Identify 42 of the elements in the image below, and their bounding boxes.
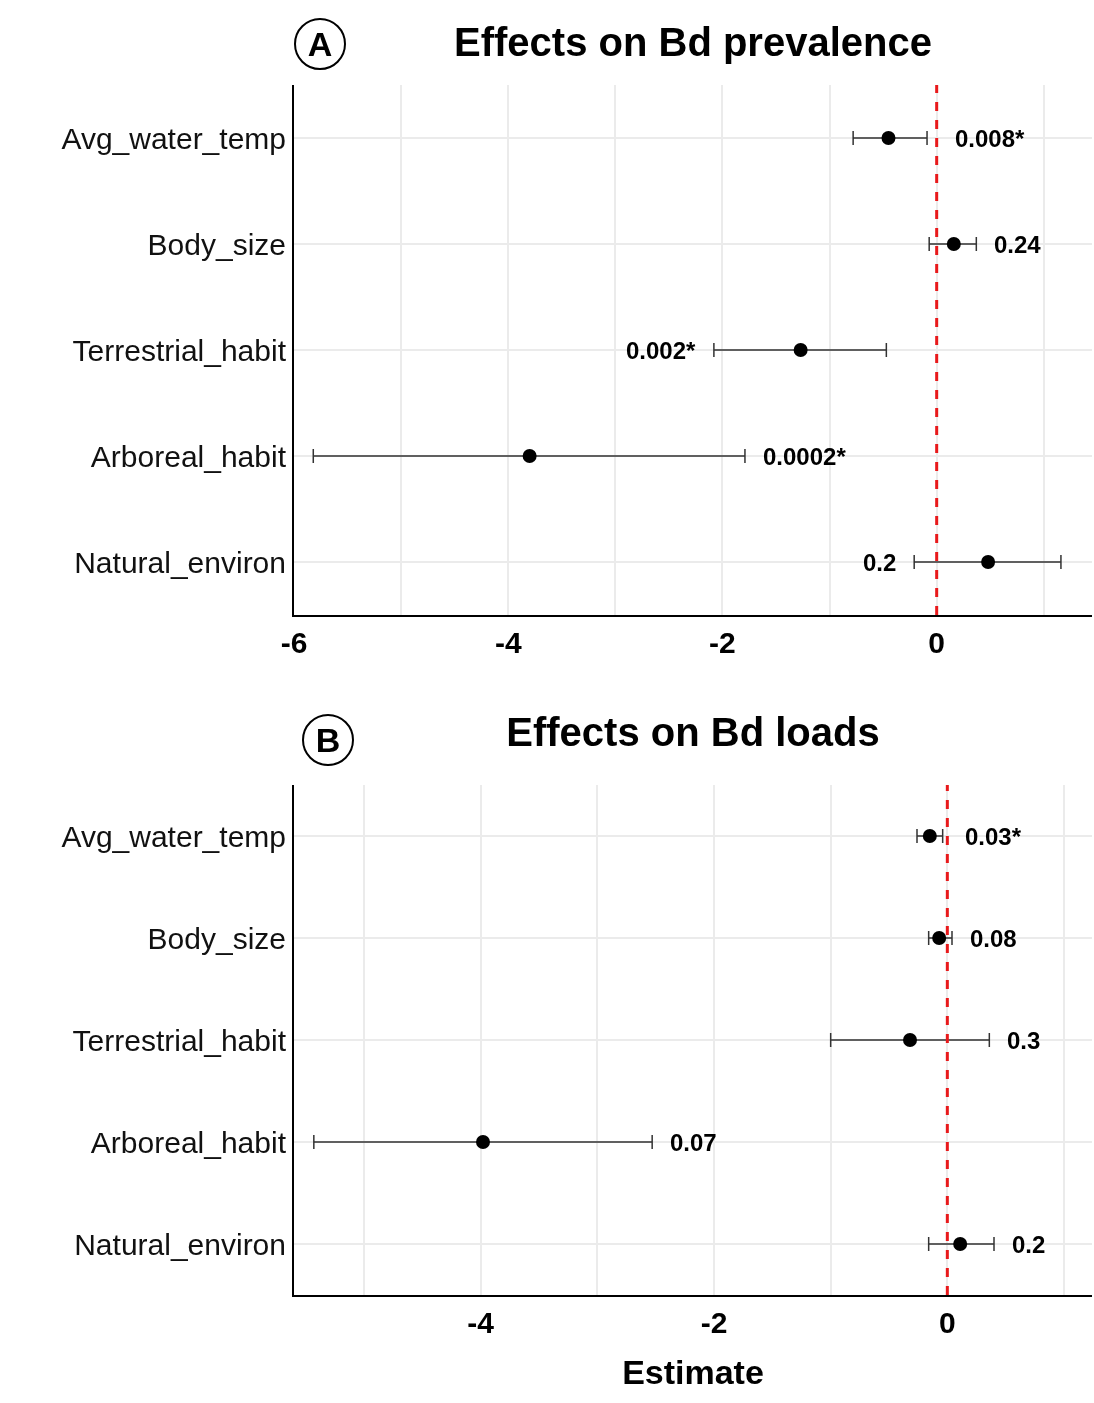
annotation: 0.008*: [955, 125, 1026, 152]
y-tick-label: Avg_water_temp: [61, 819, 286, 853]
text: A: [294, 18, 346, 70]
point: [903, 1033, 917, 1047]
x-tick-label: 0: [938, 1306, 956, 1339]
point: [793, 343, 808, 357]
point: [522, 449, 537, 463]
y-tick-label: Arboreal_habit: [90, 1125, 287, 1159]
y-tick-label: Terrestrial_habit: [72, 333, 287, 367]
point: [881, 131, 896, 145]
y-tick-label: Arboreal_habit: [90, 439, 287, 473]
x-tick-label: 0: [928, 626, 946, 659]
chart-title: Effects on Bd prevalence: [454, 20, 932, 64]
annotation: 0.3: [1007, 1027, 1041, 1054]
annotation: 0.24: [994, 231, 1042, 258]
point: [946, 237, 961, 251]
point: [932, 931, 947, 945]
annotation: 0.2: [1012, 1231, 1046, 1258]
x-tick-label: -2: [709, 626, 736, 659]
annotation: 0.08: [970, 925, 1017, 952]
x-tick-label: -4: [467, 1306, 495, 1339]
point: [476, 1135, 490, 1149]
chart-title: Effects on Bd loads: [506, 710, 880, 754]
annotation: 0.002*: [626, 337, 697, 364]
x-axis-title: Estimate: [622, 1352, 764, 1391]
y-tick-label: Terrestrial_habit: [72, 1023, 287, 1057]
point: [953, 1237, 968, 1251]
x-tick-label: -4: [494, 626, 522, 659]
annotation: 0.0002*: [763, 443, 847, 470]
x-tick-label: -2: [700, 1306, 728, 1339]
point: [922, 829, 937, 843]
y-tick-label: Natural_environ: [74, 545, 286, 579]
point: [981, 555, 996, 569]
y-tick-label: Avg_water_temp: [61, 121, 286, 155]
x-tick-label: -6: [280, 626, 308, 659]
annotation: 0.03*: [965, 823, 1022, 850]
annotation: 0.2: [863, 549, 897, 576]
y-tick-label: Body_size: [147, 227, 286, 261]
text: B: [302, 714, 354, 766]
annotation: 0.07: [670, 1129, 717, 1156]
y-tick-label: Body_size: [147, 921, 286, 955]
y-tick-label: Natural_environ: [74, 1227, 286, 1261]
